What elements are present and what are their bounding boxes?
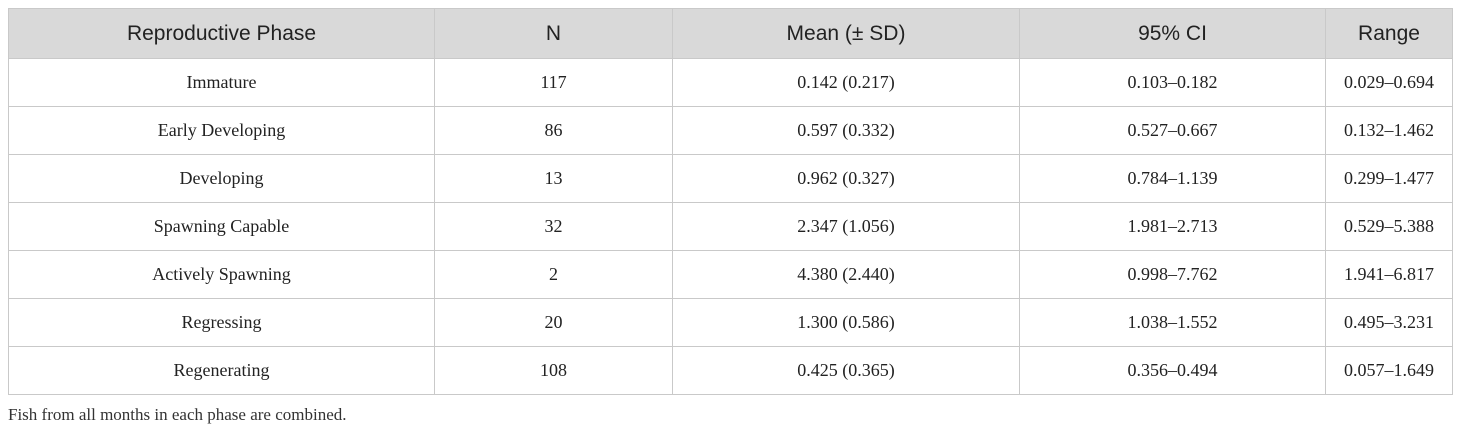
cell-ci: 0.356–0.494 — [1019, 346, 1326, 395]
cell-n: 32 — [434, 202, 673, 251]
header-range: Range — [1325, 8, 1453, 59]
table-header-row: Reproductive Phase N Mean (± SD) 95% CI … — [8, 8, 1453, 59]
cell-ci: 0.527–0.667 — [1019, 106, 1326, 155]
header-n: N — [434, 8, 673, 59]
cell-n: 2 — [434, 250, 673, 299]
table-row: Regenerating 108 0.425 (0.365) 0.356–0.4… — [8, 346, 1453, 395]
cell-mean-sd: 0.142 (0.217) — [672, 58, 1020, 107]
cell-phase: Regressing — [8, 298, 435, 347]
cell-phase: Actively Spawning — [8, 250, 435, 299]
cell-range: 1.941–6.817 — [1325, 250, 1453, 299]
reproductive-phase-table: Reproductive Phase N Mean (± SD) 95% CI … — [8, 8, 1453, 395]
cell-phase: Early Developing — [8, 106, 435, 155]
cell-n: 13 — [434, 154, 673, 203]
table-row: Early Developing 86 0.597 (0.332) 0.527–… — [8, 106, 1453, 155]
cell-n: 117 — [434, 58, 673, 107]
cell-range: 0.132–1.462 — [1325, 106, 1453, 155]
cell-n: 20 — [434, 298, 673, 347]
cell-range: 0.029–0.694 — [1325, 58, 1453, 107]
cell-phase: Regenerating — [8, 346, 435, 395]
cell-mean-sd: 0.425 (0.365) — [672, 346, 1020, 395]
cell-ci: 1.981–2.713 — [1019, 202, 1326, 251]
cell-phase: Immature — [8, 58, 435, 107]
cell-mean-sd: 4.380 (2.440) — [672, 250, 1020, 299]
cell-ci: 0.784–1.139 — [1019, 154, 1326, 203]
header-95-ci: 95% CI — [1019, 8, 1326, 59]
cell-range: 0.495–3.231 — [1325, 298, 1453, 347]
cell-n: 86 — [434, 106, 673, 155]
cell-mean-sd: 0.962 (0.327) — [672, 154, 1020, 203]
cell-n: 108 — [434, 346, 673, 395]
header-mean-sd: Mean (± SD) — [672, 8, 1020, 59]
table-footnote: Fish from all months in each phase are c… — [8, 405, 347, 424]
cell-ci: 0.103–0.182 — [1019, 58, 1326, 107]
data-table-container: Reproductive Phase N Mean (± SD) 95% CI … — [8, 8, 1453, 395]
table-row: Developing 13 0.962 (0.327) 0.784–1.139 … — [8, 154, 1453, 203]
cell-mean-sd: 0.597 (0.332) — [672, 106, 1020, 155]
cell-range: 0.057–1.649 — [1325, 346, 1453, 395]
table-row: Regressing 20 1.300 (0.586) 1.038–1.552 … — [8, 298, 1453, 347]
cell-mean-sd: 2.347 (1.056) — [672, 202, 1020, 251]
cell-mean-sd: 1.300 (0.586) — [672, 298, 1020, 347]
cell-phase: Developing — [8, 154, 435, 203]
cell-range: 0.299–1.477 — [1325, 154, 1453, 203]
table-row: Immature 117 0.142 (0.217) 0.103–0.182 0… — [8, 58, 1453, 107]
table-row: Actively Spawning 2 4.380 (2.440) 0.998–… — [8, 250, 1453, 299]
header-reproductive-phase: Reproductive Phase — [8, 8, 435, 59]
cell-ci: 0.998–7.762 — [1019, 250, 1326, 299]
table-row: Spawning Capable 32 2.347 (1.056) 1.981–… — [8, 202, 1453, 251]
cell-phase: Spawning Capable — [8, 202, 435, 251]
cell-range: 0.529–5.388 — [1325, 202, 1453, 251]
cell-ci: 1.038–1.552 — [1019, 298, 1326, 347]
